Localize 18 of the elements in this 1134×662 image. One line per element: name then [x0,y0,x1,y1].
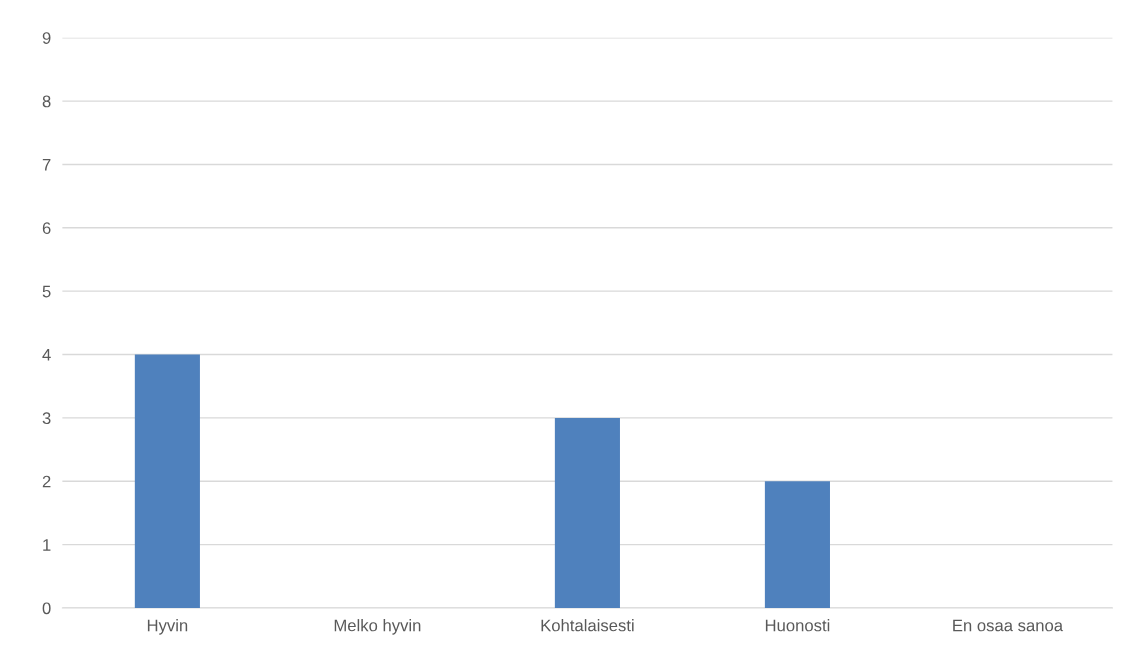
x-tick-label: Melko hyvin [334,619,421,635]
y-tick-label: 3 [42,412,51,425]
y-tick-label: 4 [42,349,51,361]
y-tick-label: 6 [42,222,51,235]
bar [554,417,620,608]
y-tick-label: 8 [42,95,51,108]
y-tick-label: 0 [42,602,51,615]
y-tick-label: 9 [42,32,51,44]
y-tick-label: 5 [42,285,51,298]
x-tick-label: En osaa sanoa [953,619,1064,632]
x-tick-label: Hyvin [147,619,188,635]
bar [764,481,830,608]
x-tick-label: Kohtalaisesti [541,619,634,632]
x-tick-label: Huonosti [765,619,830,632]
y-tick-label: 7 [42,159,51,171]
y-tick-label: 1 [43,539,51,551]
y-tick-label: 2 [42,475,51,488]
bar [134,354,200,608]
